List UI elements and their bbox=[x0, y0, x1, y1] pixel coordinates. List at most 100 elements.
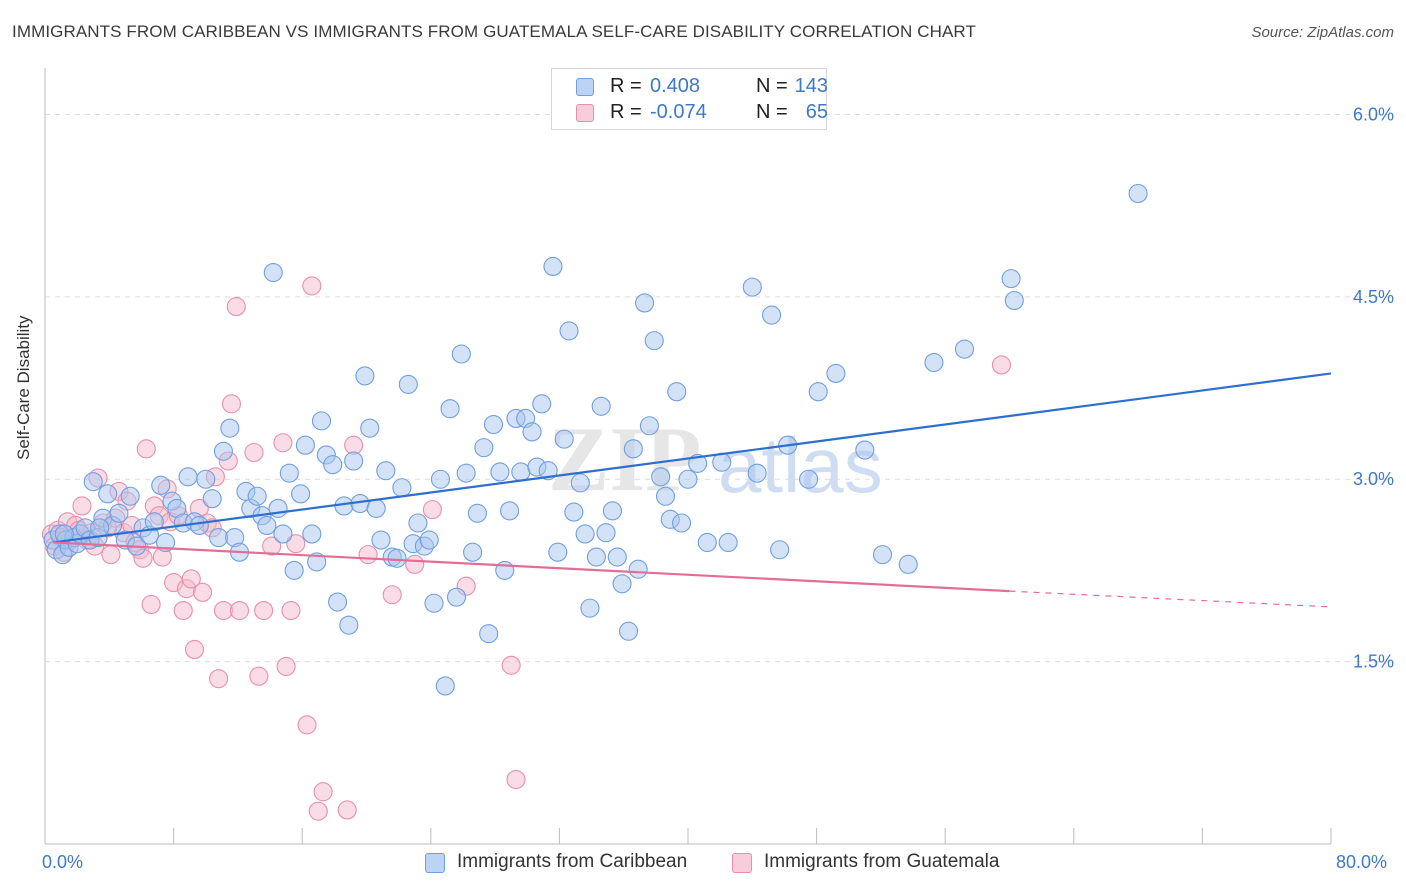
caribbean-point bbox=[302, 524, 322, 544]
caribbean-point bbox=[209, 528, 229, 548]
caribbean-point bbox=[628, 559, 648, 579]
caribbean-point bbox=[355, 366, 375, 386]
caribbean-point bbox=[360, 418, 380, 438]
guatemala-point bbox=[72, 496, 92, 516]
caribbean-point bbox=[189, 515, 209, 535]
guatemala-point bbox=[273, 433, 293, 453]
caribbean-point bbox=[284, 560, 304, 580]
bottom-legend-label-guatemala: Immigrants from Guatemala bbox=[764, 851, 1000, 872]
caribbean-point bbox=[618, 621, 639, 641]
guatemala-point bbox=[382, 585, 402, 605]
guatemala-point bbox=[244, 442, 264, 463]
caribbean-point bbox=[655, 486, 676, 506]
y-tick-label: 4.5% bbox=[1353, 287, 1394, 307]
guatemala-point bbox=[286, 534, 306, 554]
caribbean-point bbox=[667, 382, 687, 402]
caribbean-point bbox=[307, 552, 327, 572]
legend-swatch-guatemala bbox=[576, 104, 594, 122]
caribbean-point bbox=[98, 484, 118, 504]
caribbean-point bbox=[651, 467, 671, 487]
caribbean-point bbox=[586, 547, 606, 567]
guatemala-point bbox=[209, 669, 229, 689]
caribbean-point bbox=[564, 502, 584, 522]
caribbean-point bbox=[554, 429, 574, 449]
caribbean-point bbox=[392, 478, 412, 498]
caribbean-point bbox=[220, 418, 240, 438]
caribbean-point bbox=[548, 542, 568, 562]
guatemala-point bbox=[281, 601, 301, 621]
caribbean-point bbox=[323, 455, 343, 475]
caribbean-point bbox=[826, 363, 846, 384]
caribbean-point bbox=[1001, 269, 1021, 289]
caribbean-point bbox=[467, 503, 487, 523]
caribbean-point bbox=[762, 305, 782, 325]
caribbean-point bbox=[144, 512, 164, 532]
watermark-atlas: atlas bbox=[718, 421, 883, 509]
caribbean-point bbox=[808, 382, 828, 402]
guatemala-point bbox=[501, 655, 521, 675]
guatemala-point bbox=[213, 601, 233, 621]
caribbean-point bbox=[120, 486, 140, 506]
caribbean-point bbox=[511, 462, 531, 482]
guatemala-point bbox=[184, 639, 205, 660]
caribbean-point bbox=[90, 518, 110, 538]
caribbean-point bbox=[697, 532, 717, 553]
caribbean-point bbox=[311, 411, 332, 431]
guatemala-point bbox=[302, 276, 322, 296]
caribbean-point bbox=[151, 475, 171, 495]
caribbean-point bbox=[440, 399, 460, 419]
guatemala-point bbox=[192, 582, 213, 602]
legend-n-value: 65 bbox=[805, 101, 828, 123]
caribbean-point bbox=[463, 542, 483, 562]
caribbean-point bbox=[644, 331, 664, 351]
caribbean-point bbox=[688, 453, 708, 473]
x-axis-max-label: 80.0% bbox=[1336, 852, 1388, 872]
legend-n-value: 143 bbox=[794, 75, 828, 97]
caribbean-point bbox=[263, 262, 283, 283]
legend-swatch-caribbean bbox=[576, 78, 594, 96]
guatemala-point bbox=[313, 782, 333, 802]
bottom-legend-swatch-caribbean bbox=[425, 853, 445, 873]
y-tick-labels: 1.5% 3.0% 4.5% 6.0% bbox=[1353, 104, 1394, 671]
caribbean-point bbox=[623, 439, 643, 459]
guatemala-point bbox=[141, 594, 161, 615]
guatemala-point bbox=[297, 715, 317, 735]
guatemala-point bbox=[101, 545, 121, 565]
caribbean-point bbox=[83, 472, 103, 492]
caribbean-point bbox=[295, 435, 315, 455]
grid-lines bbox=[45, 113, 1392, 663]
y-tick-label: 1.5% bbox=[1353, 652, 1394, 672]
caribbean-point bbox=[538, 461, 558, 481]
legend-r-value: -0.074 bbox=[650, 101, 707, 123]
guatemala-point bbox=[229, 601, 250, 621]
caribbean-point bbox=[109, 503, 129, 523]
caribbean-point bbox=[872, 545, 893, 565]
caribbean-point bbox=[1004, 290, 1024, 311]
caribbean-point bbox=[279, 463, 299, 483]
caribbean-point bbox=[474, 438, 494, 458]
guatemala-point bbox=[308, 801, 328, 821]
caribbean-point bbox=[612, 574, 632, 594]
chart-title: IMMIGRANTS FROM CARIBBEAN VS IMMIGRANTS … bbox=[12, 22, 976, 41]
caribbean-point bbox=[747, 463, 767, 483]
legend-r-label: R = bbox=[610, 101, 642, 123]
caribbean-point bbox=[376, 461, 396, 481]
guatemala-point bbox=[506, 770, 526, 790]
caribbean-point bbox=[398, 374, 418, 394]
caribbean-point bbox=[490, 462, 510, 482]
caribbean-point bbox=[178, 467, 198, 487]
caribbean-point bbox=[718, 532, 738, 553]
caribbean-point bbox=[430, 469, 450, 489]
caribbean-point bbox=[1128, 183, 1148, 204]
guatemala-points bbox=[41, 276, 1012, 821]
guatemala-point bbox=[262, 536, 282, 556]
caribbean-point bbox=[247, 486, 267, 506]
caribbean-point bbox=[202, 489, 222, 509]
caribbean-trend-line bbox=[52, 372, 1332, 544]
caribbean-point bbox=[954, 339, 975, 359]
caribbean-point bbox=[639, 416, 659, 436]
y-axis-title: Self-Care Disability bbox=[14, 315, 33, 460]
caribbean-point bbox=[387, 548, 407, 568]
caribbean-point bbox=[532, 394, 552, 414]
